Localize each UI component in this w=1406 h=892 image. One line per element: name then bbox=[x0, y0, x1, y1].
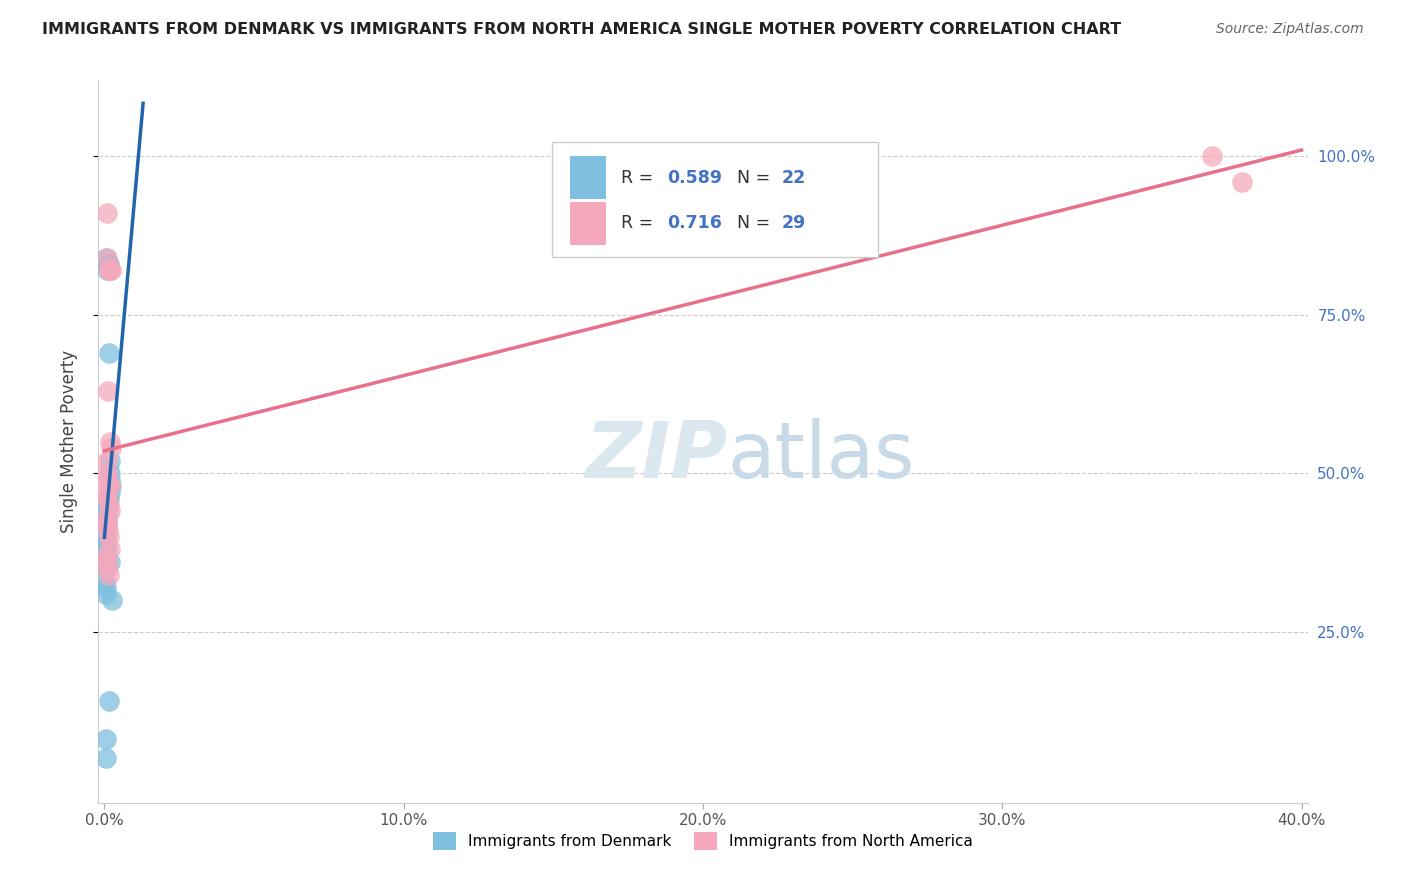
Point bbox=[97, 498, 120, 512]
Point bbox=[100, 263, 122, 277]
Point bbox=[100, 555, 122, 569]
Point bbox=[96, 561, 118, 575]
Point bbox=[96, 263, 118, 277]
Text: 29: 29 bbox=[782, 214, 806, 232]
Point bbox=[97, 567, 120, 582]
Point bbox=[100, 263, 122, 277]
FancyBboxPatch shape bbox=[569, 156, 606, 200]
Point bbox=[94, 751, 117, 765]
Point bbox=[96, 516, 118, 531]
Point bbox=[97, 498, 120, 512]
Text: N =: N = bbox=[737, 169, 776, 186]
Point bbox=[100, 467, 122, 481]
FancyBboxPatch shape bbox=[569, 202, 606, 245]
Point bbox=[96, 510, 118, 524]
Point bbox=[97, 346, 120, 360]
Text: N =: N = bbox=[737, 214, 776, 232]
Point bbox=[94, 561, 117, 575]
Point bbox=[94, 251, 117, 265]
Point bbox=[94, 732, 117, 747]
Point bbox=[100, 479, 122, 493]
Point bbox=[98, 479, 121, 493]
Point bbox=[96, 504, 118, 518]
Point bbox=[97, 530, 120, 544]
Point bbox=[98, 485, 121, 500]
Legend: Immigrants from Denmark, Immigrants from North America: Immigrants from Denmark, Immigrants from… bbox=[426, 826, 980, 856]
Point bbox=[98, 504, 121, 518]
Point bbox=[100, 453, 122, 467]
Point bbox=[97, 257, 120, 271]
Point bbox=[94, 542, 117, 557]
Point bbox=[100, 441, 122, 455]
Point bbox=[100, 542, 122, 557]
Text: Source: ZipAtlas.com: Source: ZipAtlas.com bbox=[1216, 22, 1364, 37]
Point bbox=[94, 587, 117, 601]
Point bbox=[97, 491, 120, 506]
Text: atlas: atlas bbox=[727, 418, 915, 494]
Point bbox=[96, 510, 118, 524]
Point bbox=[96, 206, 118, 220]
Point bbox=[96, 453, 118, 467]
Point bbox=[94, 574, 117, 588]
Point bbox=[97, 263, 120, 277]
Point bbox=[96, 491, 118, 506]
Point bbox=[97, 384, 120, 398]
Point bbox=[96, 485, 118, 500]
Point bbox=[100, 479, 122, 493]
Point bbox=[100, 473, 122, 487]
FancyBboxPatch shape bbox=[551, 142, 879, 257]
Point bbox=[96, 555, 118, 569]
Y-axis label: Single Mother Poverty: Single Mother Poverty bbox=[59, 350, 77, 533]
Text: R =: R = bbox=[621, 169, 658, 186]
Point bbox=[96, 530, 118, 544]
Point bbox=[94, 549, 117, 563]
Text: ZIP: ZIP bbox=[585, 418, 727, 494]
Point bbox=[94, 536, 117, 550]
Point bbox=[96, 549, 118, 563]
Text: IMMIGRANTS FROM DENMARK VS IMMIGRANTS FROM NORTH AMERICA SINGLE MOTHER POVERTY C: IMMIGRANTS FROM DENMARK VS IMMIGRANTS FR… bbox=[42, 22, 1122, 37]
Point bbox=[97, 257, 120, 271]
Point bbox=[98, 434, 121, 449]
Point bbox=[101, 593, 124, 607]
Point bbox=[96, 516, 118, 531]
Point bbox=[1201, 149, 1223, 163]
Text: 0.716: 0.716 bbox=[666, 214, 721, 232]
Point bbox=[96, 251, 118, 265]
Point bbox=[1230, 175, 1253, 189]
Text: 22: 22 bbox=[782, 169, 806, 186]
Point bbox=[94, 580, 117, 594]
Point bbox=[97, 694, 120, 708]
Text: 0.589: 0.589 bbox=[666, 169, 721, 186]
Point bbox=[96, 257, 118, 271]
Text: R =: R = bbox=[621, 214, 658, 232]
Point bbox=[97, 473, 120, 487]
Point bbox=[98, 263, 121, 277]
Point bbox=[96, 467, 118, 481]
Point bbox=[97, 523, 120, 537]
